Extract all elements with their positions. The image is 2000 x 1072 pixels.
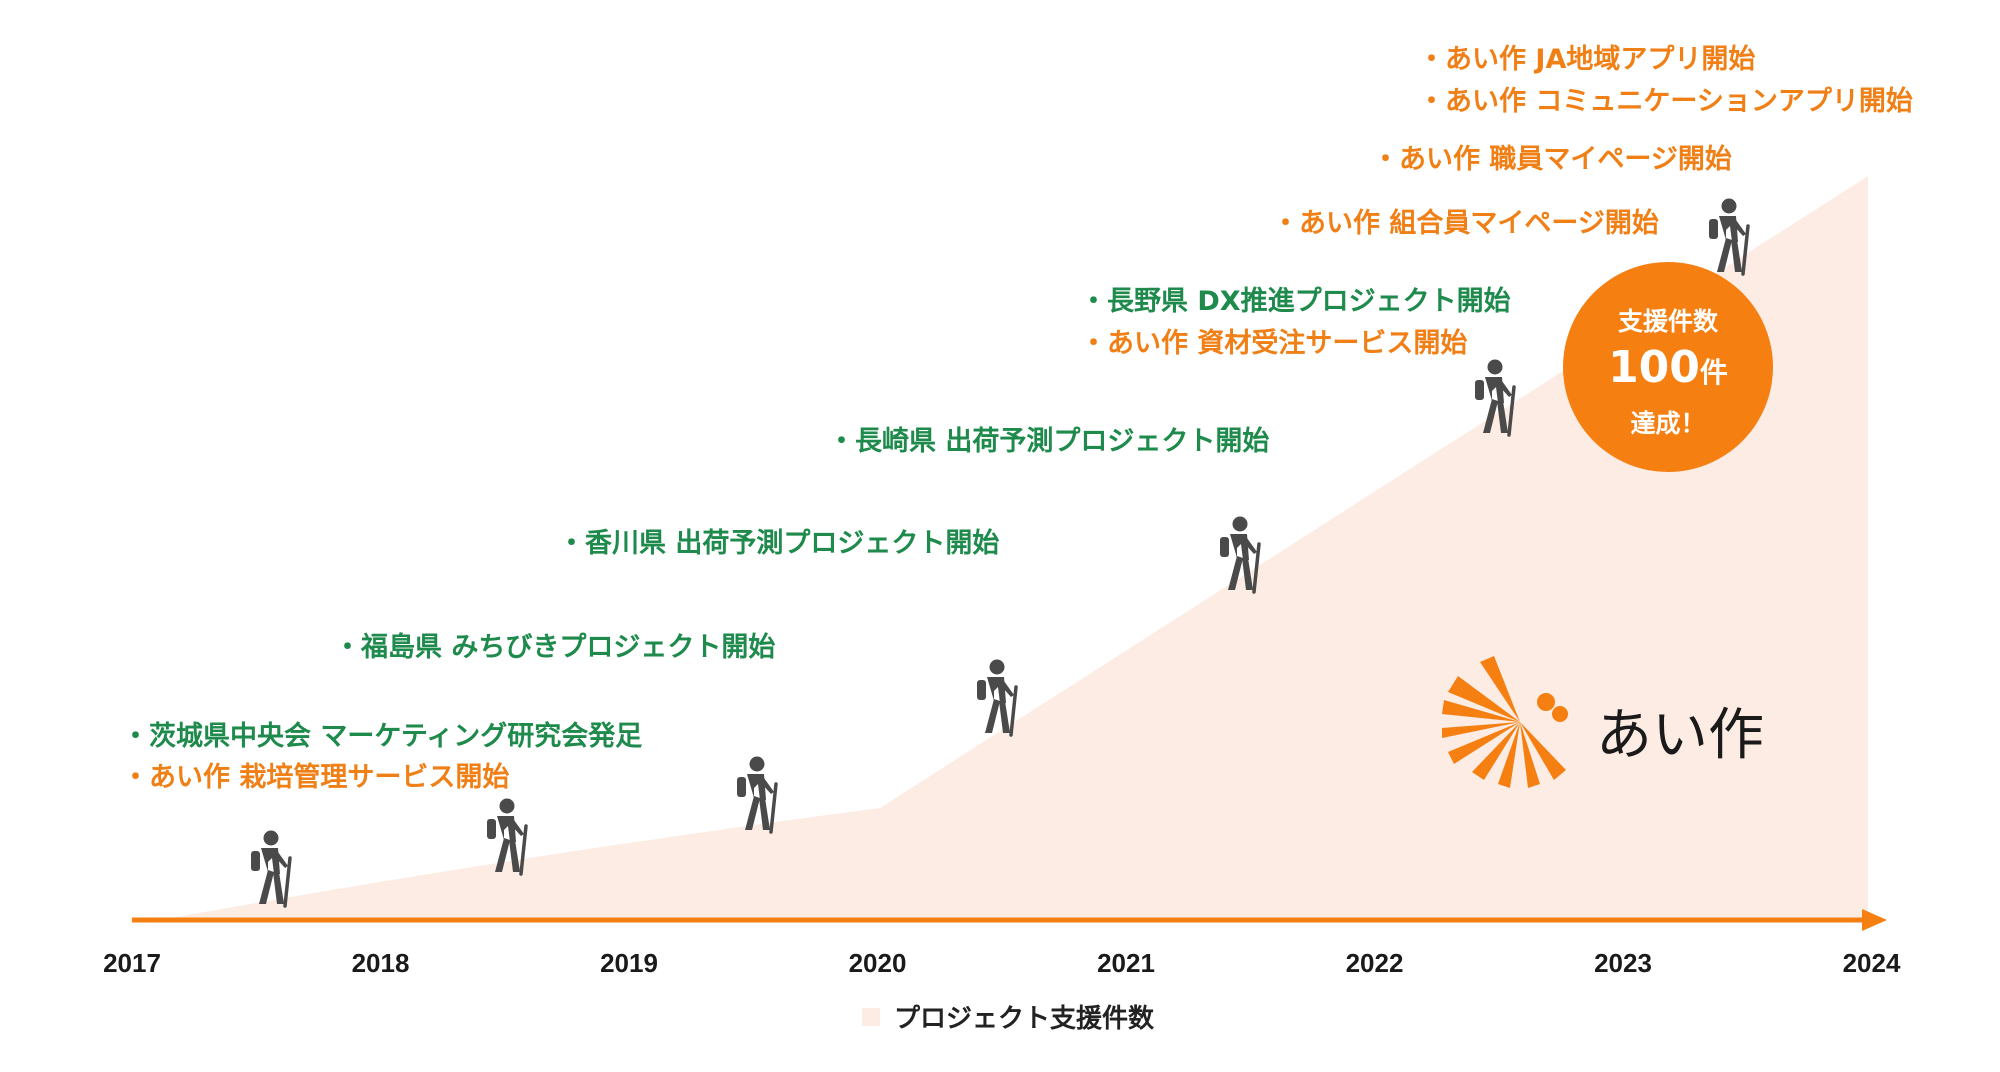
badge-number: 100件 xyxy=(1608,342,1728,393)
annotation-nagasaki: ・長崎県 出荷予測プロジェクト開始 xyxy=(828,426,1270,457)
sunburst-logo-icon xyxy=(1442,656,1568,788)
badge-line3: 達成！ xyxy=(1630,409,1706,438)
x-tick-label-2019: 2019 xyxy=(600,948,658,978)
x-tick-label-2020: 2020 xyxy=(848,948,907,978)
x-tick-label-2017: 2017 xyxy=(103,948,161,978)
annotation-member-mypage: ・あい作 組合員マイページ開始 xyxy=(1272,208,1659,239)
milestone-badge: 支援件数 100件 達成！ xyxy=(1563,262,1773,472)
annotation-cultivation-service: ・あい作 栽培管理サービス開始 xyxy=(122,762,510,793)
annotation-communication-app: ・あい作 コミュニケーションアプリ開始 xyxy=(1418,86,1913,117)
annotation-ja-app: ・あい作 JA地域アプリ開始 xyxy=(1418,44,1756,75)
legend-swatch xyxy=(862,1007,880,1026)
annotation-ibaraki: ・茨城県中央会 マーケティング研究会発足 xyxy=(122,721,643,752)
hiker-icon xyxy=(249,828,292,908)
x-tick-label-2021: 2021 xyxy=(1097,948,1155,978)
badge-line1: 支援件数 xyxy=(1617,307,1718,336)
x-tick-label-2022: 2022 xyxy=(1345,948,1404,978)
annotation-nagano: ・長野県 DX推進プロジェクト開始 xyxy=(1080,286,1511,317)
hiker-icon xyxy=(975,657,1018,737)
annotation-fukushima: ・福島県 みちびきプロジェクト開始 xyxy=(334,632,776,663)
annotation-staff-mypage: ・あい作 職員マイページ開始 xyxy=(1372,144,1732,175)
x-tick-label-2023: 2023 xyxy=(1594,948,1652,978)
x-axis-arrowhead xyxy=(1862,909,1887,931)
x-tick-label-2018: 2018 xyxy=(351,948,410,978)
x-tick-label-2024: 2024 xyxy=(1842,948,1901,978)
logo-text: あい作 xyxy=(1596,703,1764,768)
series-area xyxy=(160,176,1868,920)
legend: プロジェクト支援件数 xyxy=(862,998,1154,1035)
legend-label: プロジェクト支援件数 xyxy=(894,1004,1155,1034)
hiker-icon xyxy=(735,754,778,834)
annotation-kagawa: ・香川県 出荷予測プロジェクト開始 xyxy=(558,528,1000,559)
annotation-materials-service: ・あい作 資材受注サービス開始 xyxy=(1080,328,1468,359)
